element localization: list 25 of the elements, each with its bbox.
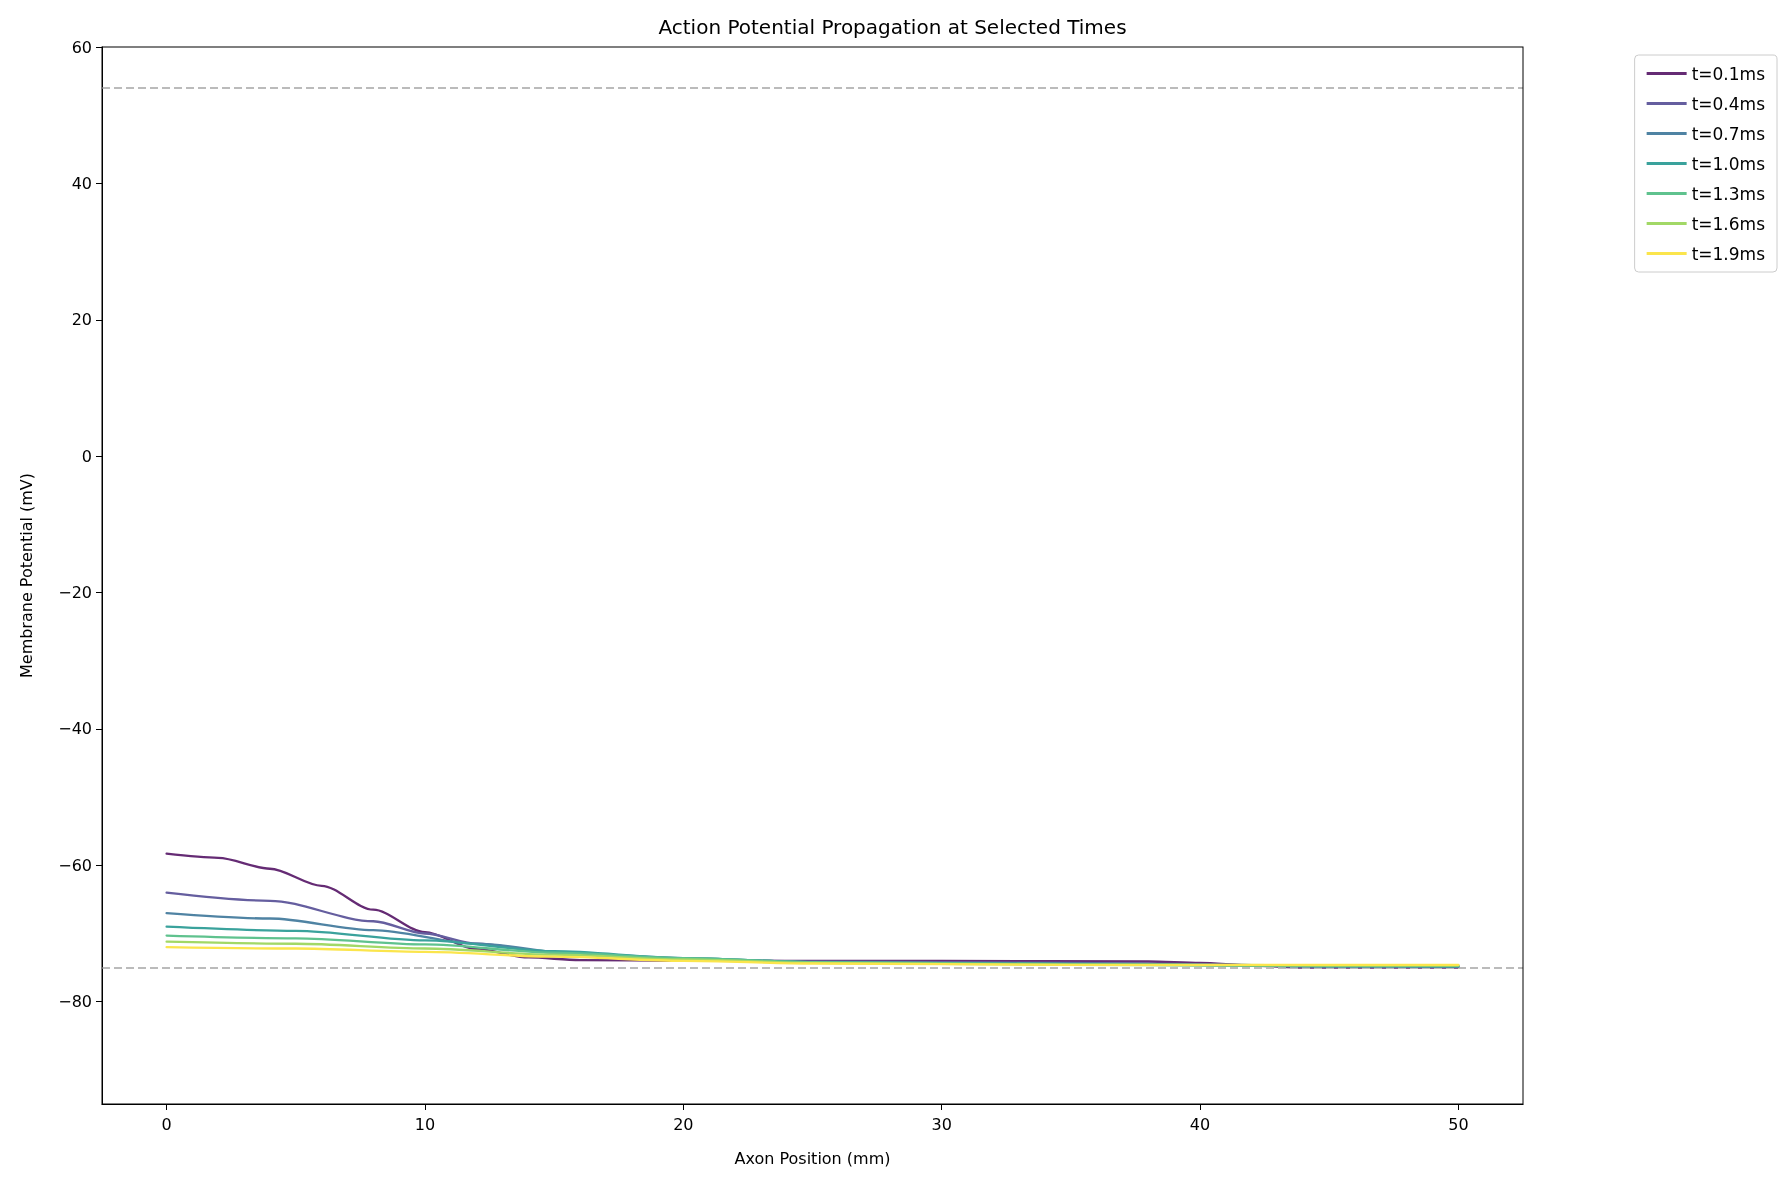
y-tick-label: −40	[58, 719, 92, 739]
x-tick-label: 0	[161, 1114, 172, 1134]
legend-label: t=0.4ms	[1691, 93, 1766, 114]
legend-label: t=1.3ms	[1691, 183, 1766, 204]
chart-title: Action Potential Propagation at Selected Times	[658, 15, 1127, 39]
x-tick-label: 20	[673, 1114, 694, 1134]
y-axis-title: Membrane Potential (mV)	[16, 472, 36, 679]
x-axis-title: Axon Position (mm)	[734, 1148, 891, 1168]
x-tick-label: 10	[414, 1114, 436, 1134]
line-series	[165, 946, 1460, 967]
legend-label: t=0.7ms	[1691, 123, 1766, 144]
x-tick-label: 50	[1448, 1114, 1469, 1134]
legend-label: t=0.1ms	[1691, 63, 1766, 84]
y-tick-label: −20	[58, 583, 92, 603]
y-tick-label: 40	[71, 173, 92, 193]
y-tick-label: 60	[71, 37, 92, 57]
legend-label: t=1.0ms	[1691, 153, 1766, 174]
x-tick-label: 30	[931, 1114, 952, 1134]
legend-label: t=1.9ms	[1691, 243, 1766, 264]
x-tick-label: 40	[1189, 1114, 1211, 1134]
y-tick-label: −60	[58, 855, 92, 875]
y-tick-label: −80	[58, 992, 92, 1012]
y-tick-label: 20	[71, 310, 92, 330]
y-tick-label: 0	[81, 446, 92, 466]
legend-label: t=1.6ms	[1691, 213, 1766, 234]
